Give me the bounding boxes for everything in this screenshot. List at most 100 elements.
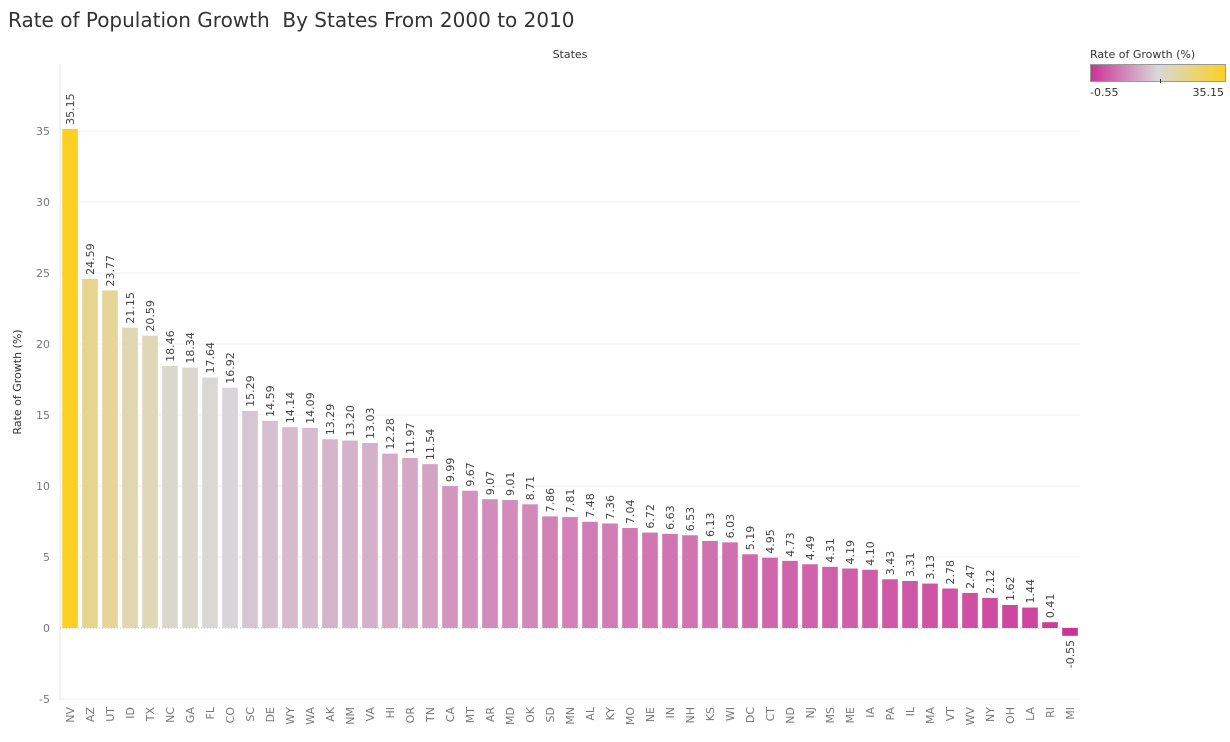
x-tick-label: NC (164, 707, 177, 723)
bar-ks[interactable] (702, 540, 718, 628)
bar-la[interactable] (1022, 607, 1038, 628)
bar-mt[interactable] (462, 490, 478, 628)
bar-il[interactable] (902, 580, 918, 628)
value-label: 7.36 (604, 495, 617, 520)
x-tick-label: DC (744, 707, 757, 723)
value-label: 8.71 (524, 476, 537, 501)
bar-vt[interactable] (942, 588, 958, 628)
value-label: 21.15 (124, 292, 137, 324)
y-tick-label: 0 (43, 622, 50, 635)
bar-ga[interactable] (182, 367, 198, 628)
bar-nh[interactable] (682, 535, 698, 628)
value-label: 11.54 (424, 429, 437, 461)
bar-or[interactable] (402, 458, 418, 628)
bar-ct[interactable] (762, 557, 778, 628)
value-label: 6.03 (724, 514, 737, 539)
x-tick-label: OR (404, 707, 417, 724)
bar-co[interactable] (222, 387, 238, 628)
bar-in[interactable] (662, 533, 678, 628)
value-label: 11.97 (404, 423, 417, 455)
value-label: 6.53 (684, 507, 697, 532)
x-tick-label: CT (764, 707, 777, 722)
y-tick-label: 15 (36, 409, 50, 422)
x-tick-label: OK (524, 706, 537, 723)
bar-mn[interactable] (562, 517, 578, 628)
value-label: 3.43 (884, 551, 897, 576)
bar-tn[interactable] (422, 464, 438, 628)
bar-id[interactable] (122, 327, 138, 628)
x-tick-label: CA (444, 707, 457, 723)
bar-va[interactable] (362, 442, 378, 628)
value-label: 6.13 (704, 512, 717, 537)
bar-ma[interactable] (922, 583, 938, 628)
bar-ca[interactable] (442, 486, 458, 628)
x-tick-label: MD (504, 707, 517, 725)
color-legend: Rate of Growth (%) -0.55 35.15 (1090, 48, 1228, 99)
bar-fl[interactable] (202, 377, 218, 628)
x-tick-label: MI (1064, 707, 1077, 720)
value-label: 13.29 (324, 404, 337, 436)
value-label: 2.47 (964, 564, 977, 589)
bar-me[interactable] (842, 568, 858, 628)
bar-dc[interactable] (742, 554, 758, 628)
value-label: 6.72 (644, 504, 657, 529)
bar-ut[interactable] (102, 290, 118, 628)
bar-md[interactable] (502, 500, 518, 628)
bar-nd[interactable] (782, 560, 798, 628)
bar-mi[interactable] (1062, 628, 1078, 636)
x-tick-label: AZ (84, 707, 97, 723)
bar-ne[interactable] (642, 532, 658, 628)
value-label: 4.95 (764, 529, 777, 554)
bar-tx[interactable] (142, 335, 158, 628)
x-tick-label: NJ (804, 707, 817, 718)
bar-oh[interactable] (1002, 604, 1018, 628)
x-tick-label: PA (884, 707, 897, 721)
value-label: 9.67 (464, 462, 477, 487)
x-tick-label: SC (244, 707, 257, 722)
value-label: 18.34 (184, 332, 197, 364)
x-tick-label: TX (144, 707, 157, 723)
value-label: 12.28 (384, 418, 397, 450)
legend-max-label: 35.15 (1192, 86, 1225, 99)
bar-ak[interactable] (322, 439, 338, 628)
bar-mo[interactable] (622, 528, 638, 628)
bar-ri[interactable] (1042, 622, 1058, 628)
bar-nm[interactable] (342, 440, 358, 628)
bar-ms[interactable] (822, 566, 838, 628)
value-label: 24.59 (84, 243, 97, 275)
value-label: 7.04 (624, 500, 637, 525)
value-label: -0.55 (1064, 640, 1077, 668)
bar-az[interactable] (82, 278, 98, 628)
legend-title: Rate of Growth (%) (1090, 48, 1196, 61)
bar-ok[interactable] (522, 504, 538, 628)
bar-pa[interactable] (882, 579, 898, 628)
bar-sd[interactable] (542, 516, 558, 628)
x-tick-label: AK (324, 706, 337, 722)
x-tick-label: VT (944, 707, 957, 722)
bar-ky[interactable] (602, 523, 618, 628)
x-axis-ticks: NV AZ UT ID TX NC GA FL CO SC DE WY WA AK NM VA HI OR TN CA… (64, 706, 1077, 725)
x-tick-label: NV (64, 707, 77, 723)
bar-wa[interactable] (302, 427, 318, 628)
bar-de[interactable] (262, 420, 278, 628)
value-label: 20.59 (144, 300, 157, 332)
bar-wi[interactable] (722, 542, 738, 628)
bar-hi[interactable] (382, 453, 398, 628)
value-label: 14.59 (264, 385, 277, 417)
bar-nc[interactable] (162, 365, 178, 628)
x-tick-label: IA (864, 707, 877, 718)
bar-ia[interactable] (862, 569, 878, 628)
bar-nv[interactable] (62, 128, 78, 628)
x-tick-label: SD (544, 707, 557, 722)
bar-wv[interactable] (962, 592, 978, 628)
value-label: 18.46 (164, 330, 177, 362)
chart-title: Rate of Population Growth By States From… (8, 8, 575, 32)
y-tick-label: 20 (36, 338, 50, 351)
bar-al[interactable] (582, 521, 598, 628)
bar-nj[interactable] (802, 564, 818, 628)
bar-sc[interactable] (242, 410, 258, 628)
bar-ny[interactable] (982, 597, 998, 628)
bar-ar[interactable] (482, 499, 498, 628)
bar-wy[interactable] (282, 427, 298, 628)
